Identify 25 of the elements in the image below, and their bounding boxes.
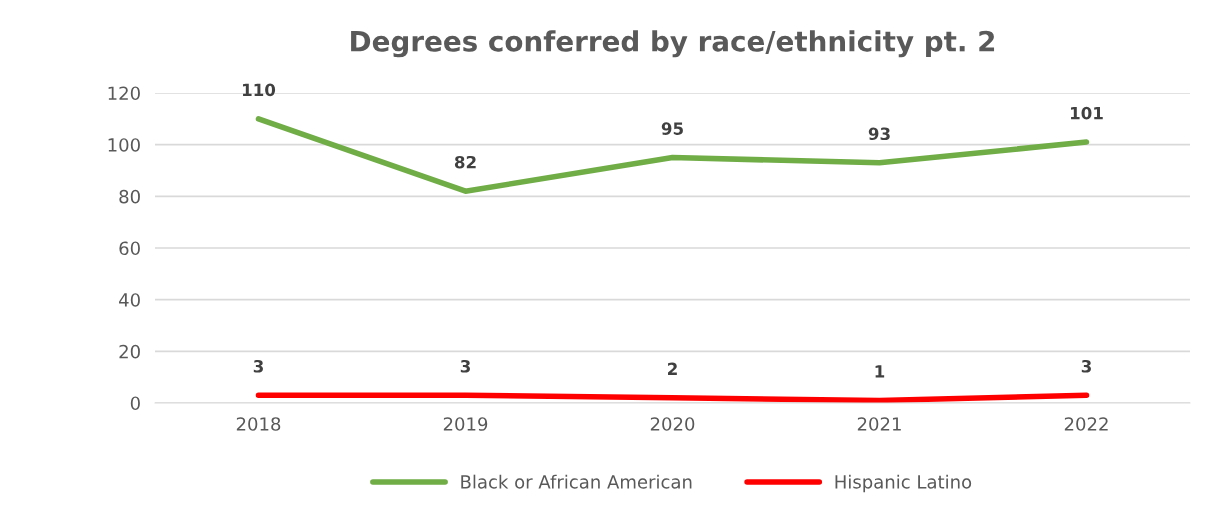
x-tick-label: 2020 bbox=[650, 417, 695, 431]
x-tick-label: 2022 bbox=[1064, 417, 1108, 431]
y-tick-label: 40 bbox=[119, 293, 140, 307]
data-label: 3 bbox=[460, 359, 470, 373]
data-label: 101 bbox=[1070, 106, 1103, 120]
x-tick-label: 2018 bbox=[236, 417, 281, 431]
y-tick-label: 100 bbox=[108, 138, 140, 152]
data-label: 3 bbox=[1081, 359, 1091, 373]
data-label: 95 bbox=[661, 122, 683, 135]
legend-label: Black or African American bbox=[461, 474, 692, 489]
data-label: 82 bbox=[454, 155, 476, 169]
chart-title: Degrees conferred by race/ethnicity pt. 2 bbox=[351, 30, 995, 58]
y-tick-label: 80 bbox=[119, 189, 140, 204]
data-label: 110 bbox=[242, 83, 276, 97]
x-tick-label: 2019 bbox=[443, 417, 488, 431]
legend-label: Hispanic Latino bbox=[835, 474, 972, 493]
y-tick-label: 20 bbox=[119, 344, 140, 359]
y-tick-label: 0 bbox=[130, 396, 140, 411]
x-tick-label: 2021 bbox=[857, 417, 901, 431]
data-label: 2 bbox=[668, 362, 677, 375]
data-label: 1 bbox=[875, 365, 885, 378]
y-tick-label: 120 bbox=[108, 86, 140, 101]
data-label: 3 bbox=[253, 359, 263, 373]
data-label: 93 bbox=[868, 127, 890, 141]
y-tick-label: 60 bbox=[119, 241, 140, 256]
